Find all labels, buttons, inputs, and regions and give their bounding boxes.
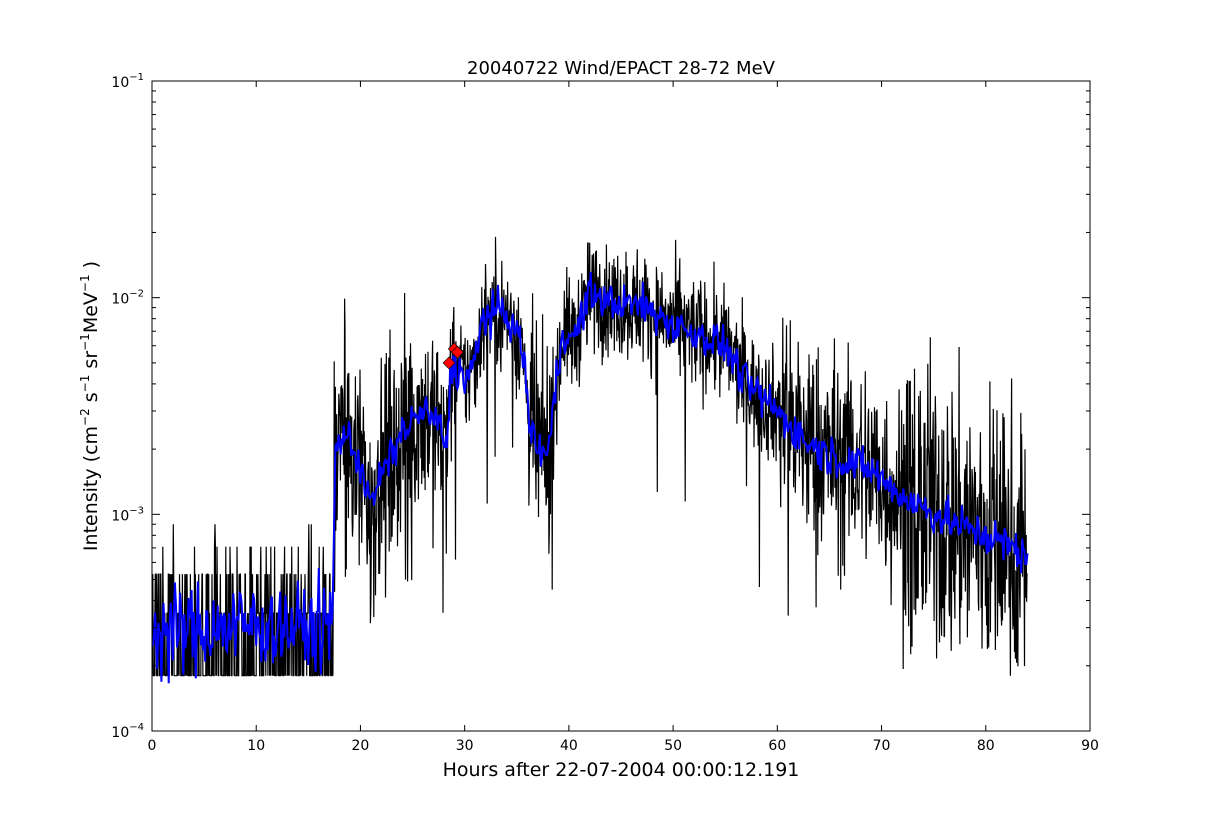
y-tick-label: 10−2 [111,289,144,308]
onset-marker-3 [450,345,464,359]
axes: 0 10 20 30 40 50 60 70 80 90 10−4 10−3 10−2 10−1 [111,72,1098,754]
smoothed-intensity-series [152,271,1029,684]
plot-frame [151,80,1091,732]
x-tick-label: 60 [768,738,786,754]
y-tick-label: 10−3 [111,505,144,524]
x-tick-label: 30 [456,738,474,754]
x-tick-label: 20 [352,738,370,754]
x-tick-label: 90 [1081,738,1099,754]
y-tick-label: 10−4 [111,722,144,741]
plot-area [152,236,1029,684]
x-axis-label: Hours after 22-07-2004 00:00:12.191 [443,759,800,781]
x-tick-label: 80 [977,738,995,754]
x-tick-label: 50 [664,738,682,754]
y-tick-label: 10−1 [111,72,144,91]
onset-marker-1 [442,356,456,370]
x-tick-label: 70 [873,738,891,754]
chart-title: 20040722 Wind/EPACT 28-72 MeV [467,58,776,79]
y-axis-label: Intensity (cm−2 s−1 sr−1MeV−1 ) [78,261,102,551]
x-tick-label: 0 [148,738,157,754]
x-tick-label: 40 [560,738,578,754]
x-tick-label: 10 [247,738,265,754]
